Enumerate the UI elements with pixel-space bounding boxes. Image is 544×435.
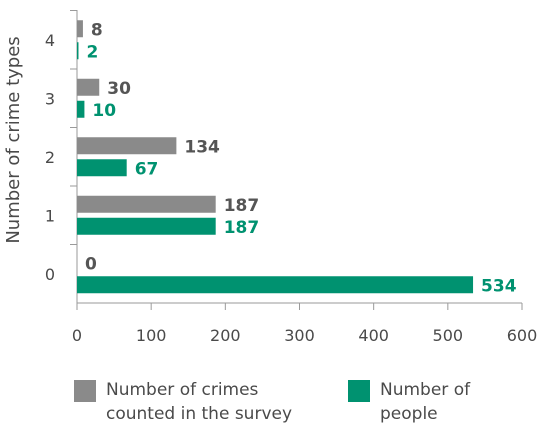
legend-label-crimes: Number of crimes counted in the survey — [106, 380, 293, 424]
bar-crimes — [77, 195, 216, 213]
x-tick-label: 600 — [507, 326, 538, 345]
bar-people — [77, 159, 127, 177]
legend-swatch-people — [348, 380, 370, 402]
legend-item-crimes: Number of crimes counted in the survey — [74, 378, 292, 426]
y-tick-label: 4 — [45, 31, 55, 50]
x-tick-label: 100 — [136, 326, 167, 345]
bar-people — [77, 217, 216, 235]
y-axis-title: Number of crime types — [3, 36, 24, 243]
x-tick-label: 0 — [72, 326, 82, 345]
x-tick-label: 500 — [433, 326, 464, 345]
bar-people — [77, 276, 474, 294]
x-tick-label: 300 — [284, 326, 315, 345]
data-label-people: 2 — [86, 42, 98, 62]
legend-swatch-crimes — [74, 380, 96, 402]
data-label-people: 534 — [481, 276, 517, 296]
legend-item-people: Number of people — [348, 378, 470, 426]
x-tick-label: 400 — [358, 326, 389, 345]
y-tick-label: 0 — [45, 265, 55, 284]
x-tick-label: 200 — [210, 326, 241, 345]
bar-people — [77, 42, 79, 60]
y-tick-label: 1 — [45, 206, 55, 225]
bar-people — [77, 100, 85, 118]
legend-label-people: Number of people — [380, 380, 471, 424]
data-label-crimes: 187 — [224, 196, 259, 216]
data-label-people: 187 — [224, 218, 259, 238]
chart-bars — [77, 20, 474, 294]
bar-crimes — [77, 20, 83, 38]
bar-crimes — [77, 137, 177, 155]
data-label-crimes: 30 — [107, 79, 131, 99]
data-label-people: 10 — [92, 101, 116, 121]
data-label-crimes: 134 — [184, 137, 220, 157]
y-tick-label: 2 — [45, 148, 55, 167]
data-label-crimes: 8 — [91, 20, 103, 40]
y-tick-label: 3 — [45, 89, 55, 108]
bar-crimes — [77, 78, 100, 96]
data-label-crimes: 0 — [85, 254, 97, 274]
data-label-people: 67 — [135, 159, 159, 179]
